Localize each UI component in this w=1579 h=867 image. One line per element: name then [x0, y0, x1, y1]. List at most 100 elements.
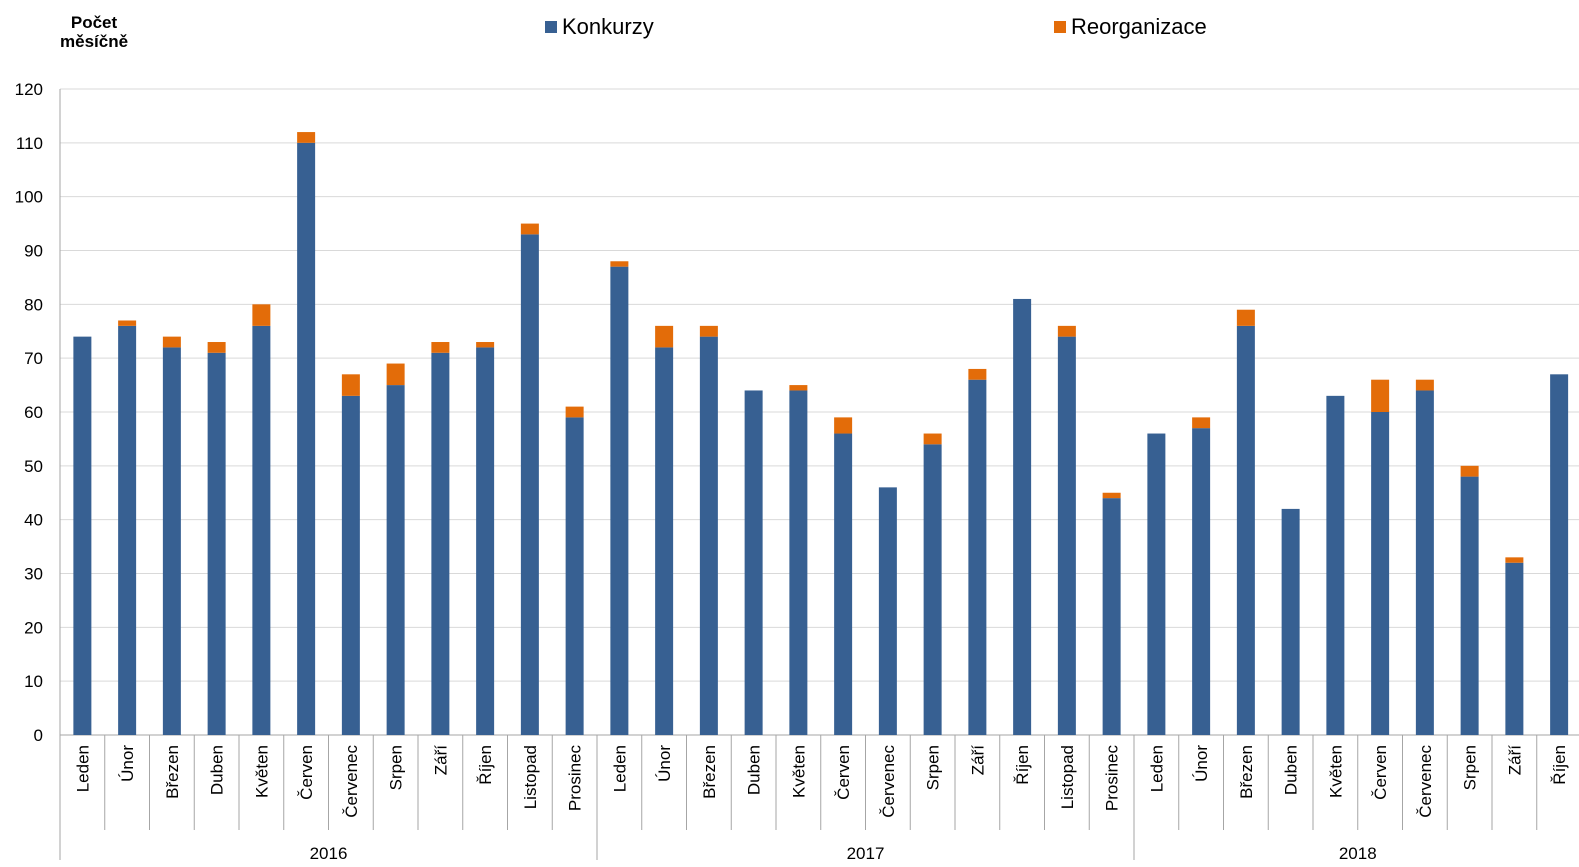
bar-reorganizace	[1192, 417, 1211, 429]
bar-konkurzy	[1192, 428, 1211, 735]
bar-reorganizace	[1236, 309, 1255, 326]
bar-konkurzy	[1505, 562, 1524, 735]
bar-konkurzy	[297, 142, 316, 736]
y-tick-label: 80	[24, 295, 43, 314]
legend-label-konkurzy: Konkurzy	[562, 14, 654, 39]
bar-reorganizace	[565, 406, 584, 418]
y-tick-label: 50	[24, 457, 43, 476]
bar-reorganizace	[655, 325, 674, 348]
y-tick-label: 70	[24, 349, 43, 368]
y-tick-label: 30	[24, 565, 43, 584]
category-label: Únor	[655, 745, 674, 782]
bar-konkurzy	[73, 336, 92, 735]
bar-konkurzy	[1281, 508, 1300, 735]
bar-konkurzy	[1013, 298, 1032, 735]
y-tick-label: 20	[24, 618, 43, 637]
y-axis-title: Počet měsíčně	[60, 13, 128, 51]
bar-konkurzy	[655, 347, 674, 735]
category-label: Květen	[252, 745, 271, 798]
bar-reorganizace	[431, 342, 450, 353]
bar-reorganizace	[1102, 492, 1121, 499]
bar-konkurzy	[699, 336, 718, 735]
category-label: Listopad	[1058, 745, 1077, 809]
bar-reorganizace	[162, 336, 181, 348]
category-label: Říjen	[476, 745, 495, 785]
bar-konkurzy	[1326, 395, 1345, 735]
bar-konkurzy	[789, 390, 808, 735]
category-label: Květen	[789, 745, 808, 798]
category-label: Září	[431, 745, 450, 776]
group-label: 2017	[847, 844, 885, 863]
bar-reorganizace	[118, 320, 137, 326]
bar-reorganizace	[252, 304, 271, 326]
category-label: Červen	[834, 745, 853, 800]
bar-konkurzy	[565, 417, 584, 735]
bar-reorganizace	[520, 223, 539, 235]
bar-konkurzy	[878, 487, 897, 735]
bar-konkurzy	[118, 325, 137, 735]
y-tick-label: 120	[15, 80, 43, 99]
bar-konkurzy	[162, 347, 181, 735]
category-label: Březen	[700, 745, 719, 799]
bar-reorganizace	[834, 417, 853, 434]
category-label: Duben	[208, 745, 227, 795]
category-label: Březen	[163, 745, 182, 799]
category-label: Červen	[1371, 745, 1390, 800]
category-label: Březen	[1237, 745, 1256, 799]
category-label: Únor	[118, 745, 137, 782]
category-label: Červen	[297, 745, 316, 800]
category-label: Srpen	[387, 745, 406, 790]
bar-konkurzy	[923, 444, 942, 735]
category-label: Květen	[1326, 745, 1345, 798]
bar-konkurzy	[1147, 433, 1166, 735]
bar-konkurzy	[1371, 412, 1390, 735]
category-label: Leden	[1147, 745, 1166, 792]
bar-konkurzy	[386, 385, 405, 735]
bar-konkurzy	[520, 234, 539, 735]
legend-item-konkurzy: Konkurzy	[545, 14, 654, 40]
category-label: Červenec	[342, 745, 361, 818]
category-label: Červenec	[879, 745, 898, 818]
y-tick-label: 40	[24, 511, 43, 530]
y-axis-title-line-2: měsíčně	[60, 32, 129, 51]
bar-konkurzy	[1460, 476, 1479, 735]
bar-konkurzy	[1057, 336, 1076, 735]
category-label: Srpen	[924, 745, 943, 790]
category-label: Prosinec	[1103, 745, 1122, 812]
bar-konkurzy	[1236, 325, 1255, 735]
bar-konkurzy	[431, 352, 450, 735]
category-label: Září	[1505, 745, 1524, 776]
bar-reorganizace	[1505, 557, 1524, 563]
bar-konkurzy	[252, 325, 271, 735]
bar-reorganizace	[610, 261, 629, 267]
group-label: 2018	[1339, 844, 1377, 863]
category-label: Leden	[73, 745, 92, 792]
bar-konkurzy	[1550, 374, 1569, 735]
bar-reorganizace	[1460, 465, 1479, 477]
bar-reorganizace	[699, 325, 718, 337]
legend-swatch-konkurzy	[545, 21, 557, 33]
legend-item-reorganizace: Reorganizace	[1054, 14, 1207, 40]
y-tick-label: 100	[15, 188, 43, 207]
bar-konkurzy	[476, 347, 495, 735]
category-label: Říjen	[1013, 745, 1032, 785]
bar-reorganizace	[1057, 325, 1076, 337]
category-label: Duben	[745, 745, 764, 795]
bar-konkurzy	[341, 395, 360, 735]
category-label: Prosinec	[566, 745, 585, 812]
bar-konkurzy	[834, 433, 853, 735]
bar-reorganizace	[476, 342, 495, 348]
category-label: Duben	[1282, 745, 1301, 795]
bar-konkurzy	[1102, 498, 1121, 735]
y-tick-label: 60	[24, 403, 43, 422]
legend-label-reorganizace: Reorganizace	[1071, 14, 1207, 39]
category-label: Únor	[1192, 745, 1211, 782]
bar-reorganizace	[968, 368, 987, 380]
y-tick-label: 110	[16, 134, 43, 153]
category-label: Říjen	[1550, 745, 1569, 785]
bar-konkurzy	[207, 352, 226, 735]
y-axis-title-line-1: Počet	[70, 13, 118, 32]
legend-swatch-reorganizace	[1054, 21, 1066, 33]
bar-reorganizace	[1415, 379, 1434, 391]
